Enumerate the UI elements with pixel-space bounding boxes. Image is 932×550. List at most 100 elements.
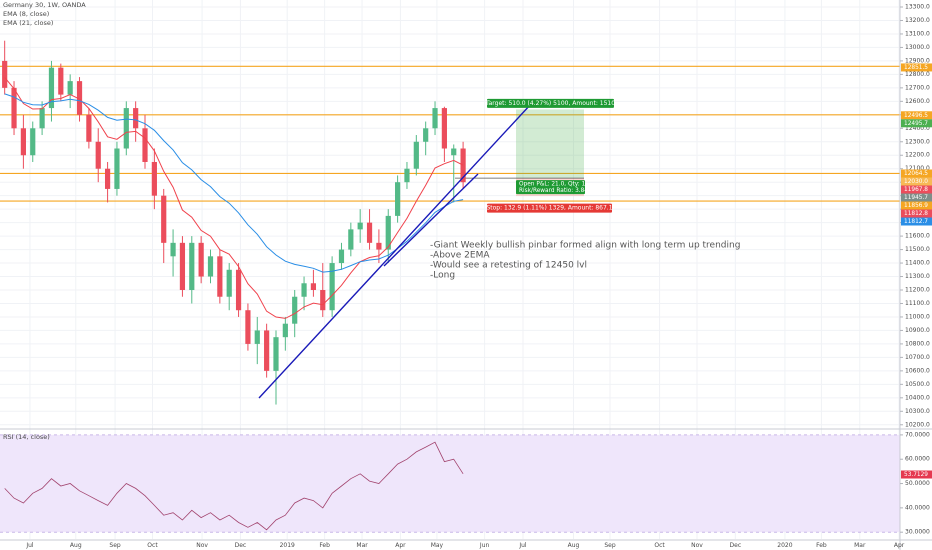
price-label-bg	[901, 209, 932, 218]
y-tick-label: 11600.0	[905, 233, 930, 240]
y-tick-label: 13300.0	[905, 4, 930, 11]
candle-body	[432, 108, 438, 129]
candle-body	[273, 337, 279, 371]
rsi-last-bg	[901, 470, 932, 479]
rsi-tick-label: 50.0000	[905, 480, 930, 487]
rsi-tick-label: 40.0000	[905, 504, 930, 511]
annotation: -Would see a retesting of 12450 lvl	[430, 261, 587, 271]
candle-body	[310, 283, 317, 291]
candle-body	[86, 114, 92, 142]
x-tick-label: Oct	[147, 542, 158, 549]
y-tick-label: 13000.0	[905, 44, 930, 51]
candle-body	[151, 161, 157, 196]
rsi-band	[0, 434, 900, 533]
price-label-bg	[901, 193, 932, 202]
target-label: Target: 510.0 (4.27%) 5100, Amount: 1510	[485, 100, 615, 107]
candle-body	[2, 60, 8, 88]
candle-body	[198, 242, 204, 277]
price-label-bg	[901, 217, 932, 226]
y-tick-label: 13200.0	[905, 17, 930, 24]
candle-body	[451, 148, 457, 156]
x-tick-label: Jul	[518, 542, 527, 549]
y-tick-label: 12700.0	[905, 84, 930, 91]
price-label-bg	[901, 111, 932, 120]
y-tick-label: 10700.0	[905, 354, 930, 361]
axes: 10200.0 10300.0 10400.0 10500.0 10600.0 10700…	[25, 4, 932, 549]
x-tick-label: Oct	[654, 542, 665, 549]
candle-body	[133, 108, 139, 129]
y-tick-label: 12400.0	[905, 125, 930, 132]
ema-line	[4, 77, 464, 319]
y-tick-label: 12200.0	[905, 152, 930, 159]
labels: Target: 510.0 (4.27%) 5100, Amount: 1510…	[430, 98, 740, 281]
candle-body	[357, 222, 363, 230]
price-label: 12851.5	[904, 65, 928, 71]
candle-body	[161, 195, 167, 243]
x-tick-label: Mar	[854, 542, 866, 549]
candle-body	[338, 249, 345, 264]
candle-body	[226, 269, 232, 297]
candle-body	[114, 148, 120, 189]
candle-body	[320, 290, 326, 311]
x-tick-label: Dec	[235, 542, 247, 549]
y-tick-label: 10300.0	[905, 408, 930, 415]
y-tick-label: 12900.0	[905, 57, 930, 64]
candle-body	[404, 168, 410, 183]
x-tick-label: Feb	[319, 542, 330, 549]
price-label: 12064.5	[904, 171, 928, 177]
price-label-bg	[901, 169, 932, 178]
x-tick-label: Aug	[568, 542, 580, 549]
legend-entry: EMA (21, close)	[3, 19, 53, 27]
y-tick-label: 13100.0	[905, 30, 930, 37]
annotation: -Giant Weekly bullish pinbar formed alig…	[430, 241, 740, 251]
x-tick-label: Jun	[479, 542, 490, 549]
lines	[4, 77, 464, 531]
candle-body	[207, 256, 214, 277]
x-tick-label: 2020	[777, 542, 792, 549]
y-tick-label: 11500.0	[905, 246, 930, 253]
rsi-band-fill	[0, 434, 900, 533]
stop-label: Stop: 132.9 (1.11%) 1329, Amount: 867.1	[486, 205, 612, 212]
target-label-bg	[487, 98, 614, 108]
candle-body	[254, 330, 260, 344]
y-tick-label: 12300.0	[905, 138, 930, 145]
candle-body	[39, 108, 45, 129]
x-tick-label: Aug	[70, 542, 82, 549]
candle-body	[376, 242, 382, 250]
candle-body	[245, 310, 251, 344]
trend-line	[258, 103, 532, 399]
chart-title: Germany 30, 1W, OANDA	[3, 1, 86, 9]
candle-body	[142, 128, 148, 162]
price-label-bg	[901, 177, 932, 186]
stop-label-bg	[487, 203, 612, 213]
x-tick-label: Nov	[196, 542, 208, 549]
candle-body	[95, 141, 101, 169]
candle-body	[423, 128, 429, 142]
candle-body	[441, 108, 447, 149]
y-tick-label: 11300.0	[905, 273, 930, 280]
rsi-last-label: 53.7129	[904, 472, 928, 478]
annotation: -Above 2EMA	[430, 251, 490, 261]
x-tick-label: Feb	[816, 542, 827, 549]
x-tick-label: Apr	[894, 542, 905, 549]
y-tick-label: 12100.0	[905, 165, 930, 172]
target-zone	[516, 109, 584, 179]
rsi-title: RSI (14, close)	[3, 433, 50, 441]
candle-body	[348, 229, 354, 250]
x-tick-label: May	[431, 542, 444, 549]
candle-body	[385, 215, 391, 250]
candle-body	[58, 67, 64, 95]
candle-body	[30, 128, 36, 156]
rsi-tick-label: 30.0000	[905, 529, 930, 536]
price-label: 12030.0	[904, 179, 928, 185]
x-tick-label: Sep	[109, 542, 121, 549]
price-label: 11967.8	[904, 187, 928, 193]
x-tick-label: Mar	[356, 542, 368, 549]
y-tick-label: 12600.0	[905, 98, 930, 105]
price-label-bg	[901, 119, 932, 128]
candles	[2, 40, 466, 405]
price-label: 11812.7	[904, 219, 928, 225]
y-tick-label: 10900.0	[905, 327, 930, 334]
candle-body	[264, 330, 270, 371]
